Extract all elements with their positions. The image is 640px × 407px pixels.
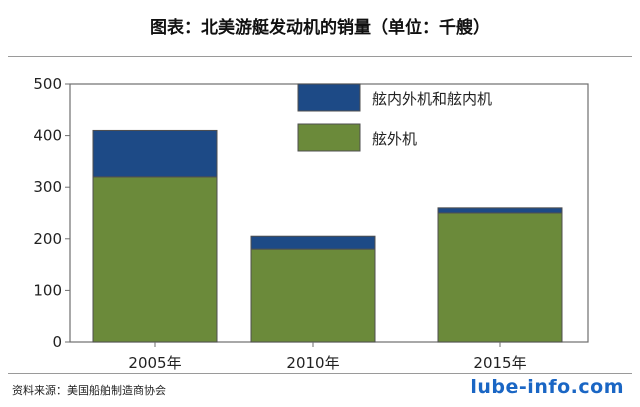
footer-divider	[8, 373, 632, 374]
bar-inboard-1	[250, 235, 376, 250]
bar-inboard-2	[437, 207, 563, 214]
chart-title: 图表：北美游艇发动机的销量（单位：千艘）	[150, 17, 490, 38]
y-tick-label: 300	[33, 178, 62, 196]
x-tick-label: 2015年	[473, 354, 526, 372]
watermark: lube-info.com	[470, 376, 624, 398]
y-tick-label: 500	[33, 75, 62, 93]
y-tick-label: 0	[52, 333, 62, 351]
y-tick-label: 100	[33, 281, 62, 299]
source-note: 资料来源：美国船舶制造商协会	[12, 384, 166, 397]
bar-outboard-0	[92, 176, 218, 343]
title-divider	[8, 56, 632, 57]
bar-outboard-2	[437, 212, 563, 343]
legend-label: 舷内外机和舷内机	[372, 90, 492, 108]
bar-outboard-1	[250, 248, 376, 343]
legend-label: 舷外机	[372, 130, 417, 148]
legend-swatch	[297, 123, 361, 152]
y-tick-label: 400	[33, 127, 62, 145]
x-tick-label: 2005年	[128, 354, 181, 372]
legend-swatch	[297, 83, 361, 112]
y-tick-label: 200	[33, 230, 62, 248]
bar-inboard-0	[92, 129, 218, 178]
bar-chart: 0 100 200 300 400 500 2005年 2010年 2015年 舷内外机和舷内机舷…	[33, 75, 589, 372]
x-tick-label: 2010年	[286, 354, 339, 372]
